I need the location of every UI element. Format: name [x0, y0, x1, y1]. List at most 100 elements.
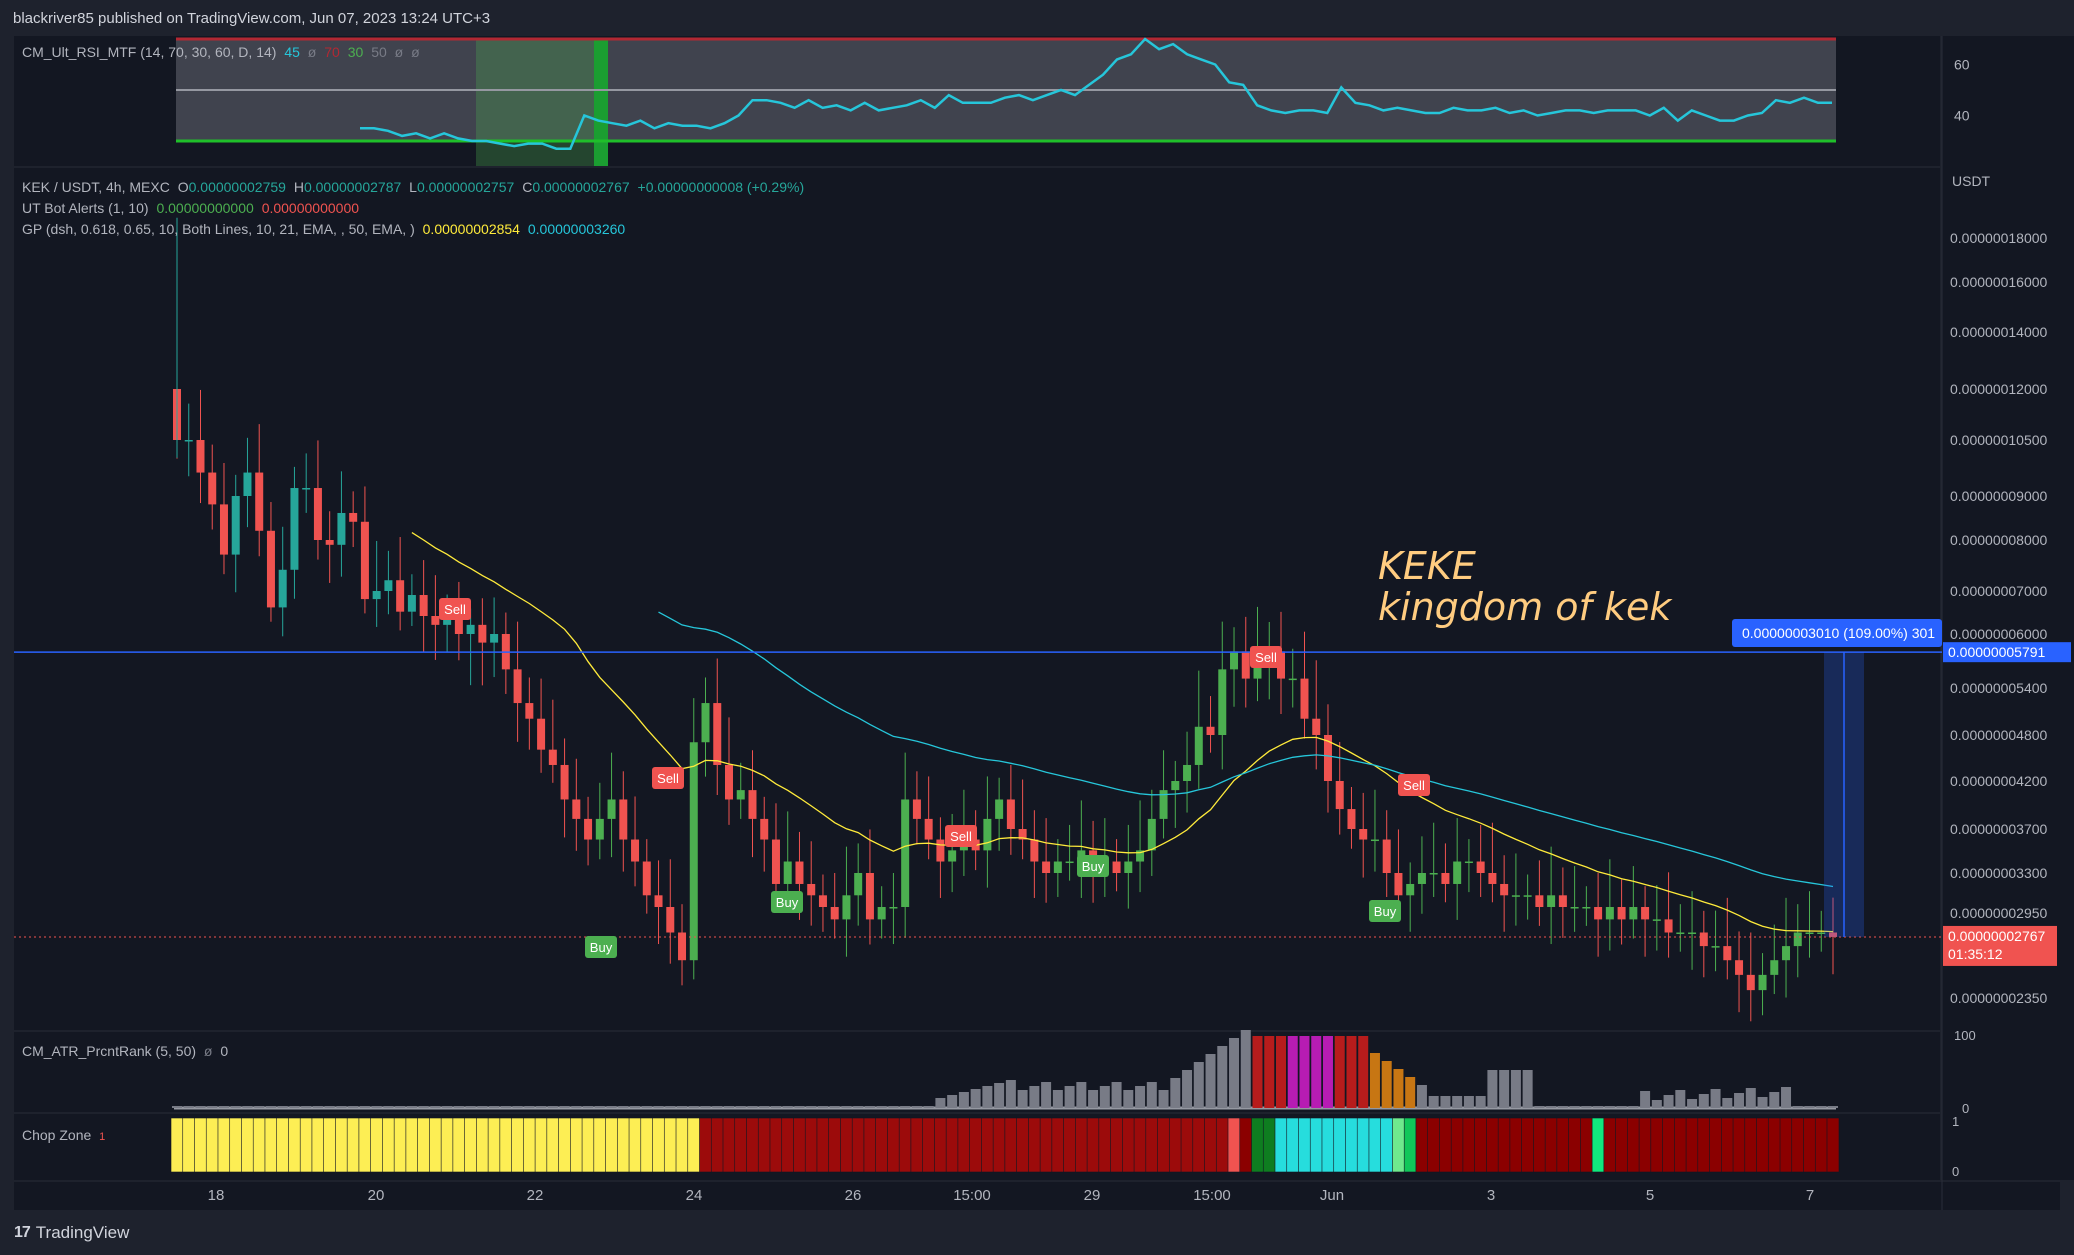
chop-bar — [1556, 1117, 1570, 1173]
atr-bar — [1182, 1070, 1193, 1108]
atr-bar — [1593, 1106, 1604, 1108]
chop-bar — [581, 1117, 595, 1173]
chop-bar — [288, 1117, 301, 1173]
measure-label: 0.00000003010 (109.00%) 301 — [1742, 625, 1935, 641]
candle-body — [1441, 873, 1450, 884]
chop-bar — [570, 1117, 583, 1173]
candle-body — [854, 873, 863, 896]
atr-bar — [1135, 1086, 1146, 1108]
atr-bar — [477, 1106, 488, 1108]
atr-bar — [348, 1106, 359, 1108]
signal-label: Buy — [1374, 904, 1397, 919]
candle-body — [713, 703, 722, 765]
chop-bar — [1251, 1117, 1264, 1173]
candle-body — [1230, 651, 1239, 670]
atr-bar — [1405, 1077, 1416, 1108]
atr-bar — [324, 1106, 335, 1108]
chop-bar — [299, 1117, 313, 1173]
candle-body — [912, 799, 921, 819]
chop-bar — [663, 1117, 677, 1173]
chop-bar — [311, 1117, 325, 1173]
candle-body — [1417, 873, 1426, 884]
chop-bar — [558, 1117, 571, 1173]
countdown-label: 01:35:12 — [1948, 946, 2003, 962]
candle-body — [537, 718, 546, 750]
atr-bar — [489, 1106, 500, 1108]
atr-bar — [265, 1106, 276, 1108]
candle-body — [454, 615, 463, 634]
atr-bar — [641, 1106, 652, 1108]
atr-bar — [500, 1106, 511, 1108]
chop-bar — [1462, 1117, 1476, 1173]
candle-body — [560, 764, 569, 800]
candle-body — [1547, 895, 1556, 908]
candle-body — [1511, 895, 1520, 897]
chop-bar — [981, 1117, 994, 1173]
candle-body — [243, 472, 252, 496]
candle-body — [372, 591, 381, 600]
atr-bar — [759, 1106, 770, 1108]
chop-bar — [1204, 1117, 1217, 1173]
low-value: 0.00000002757 — [416, 179, 515, 195]
ohlc-key: L — [409, 179, 417, 195]
ut-bot-value: 0.00000000000 — [156, 200, 254, 216]
atr-bar — [1381, 1061, 1392, 1108]
candle-body — [325, 540, 334, 545]
atr-bar — [395, 1106, 406, 1108]
chop-bar — [828, 1117, 842, 1173]
chart-canvas[interactable]: 0.00000018000 0.00000016000 0.00000014000 0… — [0, 0, 2074, 1212]
published-info: blackriver85 published on TradingView.co… — [13, 10, 491, 27]
candle-body — [407, 595, 416, 612]
candle-body — [631, 839, 640, 862]
chop-bar — [922, 1117, 935, 1173]
rsi-pane — [14, 36, 1940, 166]
candle-body — [1829, 932, 1837, 937]
atr-bar — [665, 1106, 676, 1108]
atr-bar — [465, 1106, 476, 1108]
atr-bar — [1322, 1036, 1333, 1108]
atr-bar — [547, 1106, 558, 1108]
candle-body — [1288, 678, 1297, 681]
atr-bar — [1698, 1094, 1709, 1108]
chop-bar — [205, 1117, 219, 1173]
atr-bar — [1710, 1089, 1721, 1108]
chop-bar — [628, 1117, 642, 1173]
chop-bar — [1521, 1117, 1534, 1173]
atr-legend-value: 0 — [220, 1043, 229, 1059]
chop-bar — [1533, 1117, 1546, 1173]
chop-bar — [1122, 1117, 1135, 1173]
atr-bar — [359, 1106, 370, 1108]
signal-label: Sell — [444, 602, 466, 617]
candle-body — [701, 703, 710, 743]
atr-bar — [1358, 1036, 1369, 1108]
chop-bar — [1380, 1117, 1394, 1173]
chop-bar — [605, 1117, 618, 1173]
ema-slow-line — [658, 611, 1834, 888]
tradingview-brand[interactable]: 17 TradingView — [14, 1223, 129, 1243]
candle-body — [1464, 861, 1473, 864]
signal-label: Buy — [1082, 859, 1105, 874]
candle-body — [1241, 651, 1250, 679]
atr-bar — [1475, 1096, 1486, 1108]
atr-bar — [1158, 1090, 1169, 1108]
chop-bar — [793, 1117, 806, 1173]
chop-legend-name: Chop Zone — [22, 1127, 92, 1143]
candle-body — [1335, 781, 1344, 810]
candle-body — [1582, 907, 1591, 909]
ohlc-row: KEK / USDT, 4h, MEXC O0.00000002759 H0.0… — [22, 177, 808, 198]
atr-bar — [583, 1106, 594, 1108]
chop-bar — [358, 1117, 372, 1173]
chop-bar — [1497, 1117, 1511, 1173]
rsi-legend-value: 45 — [284, 44, 300, 60]
signal-sell-tag — [945, 825, 977, 847]
atr-bar — [336, 1106, 347, 1108]
rsi-line — [360, 37, 1832, 150]
chop-bar — [1767, 1117, 1781, 1173]
annotation-subtitle: kingdom of kek — [1378, 585, 1673, 629]
candle-body — [736, 790, 745, 800]
chop-bar — [593, 1117, 607, 1173]
atr-bar — [806, 1106, 817, 1108]
current-price-label: 0.00000002767 — [1948, 928, 2046, 944]
price-tick-label: 0.00000005400 — [1950, 680, 2048, 696]
atr-bar — [1781, 1087, 1792, 1108]
